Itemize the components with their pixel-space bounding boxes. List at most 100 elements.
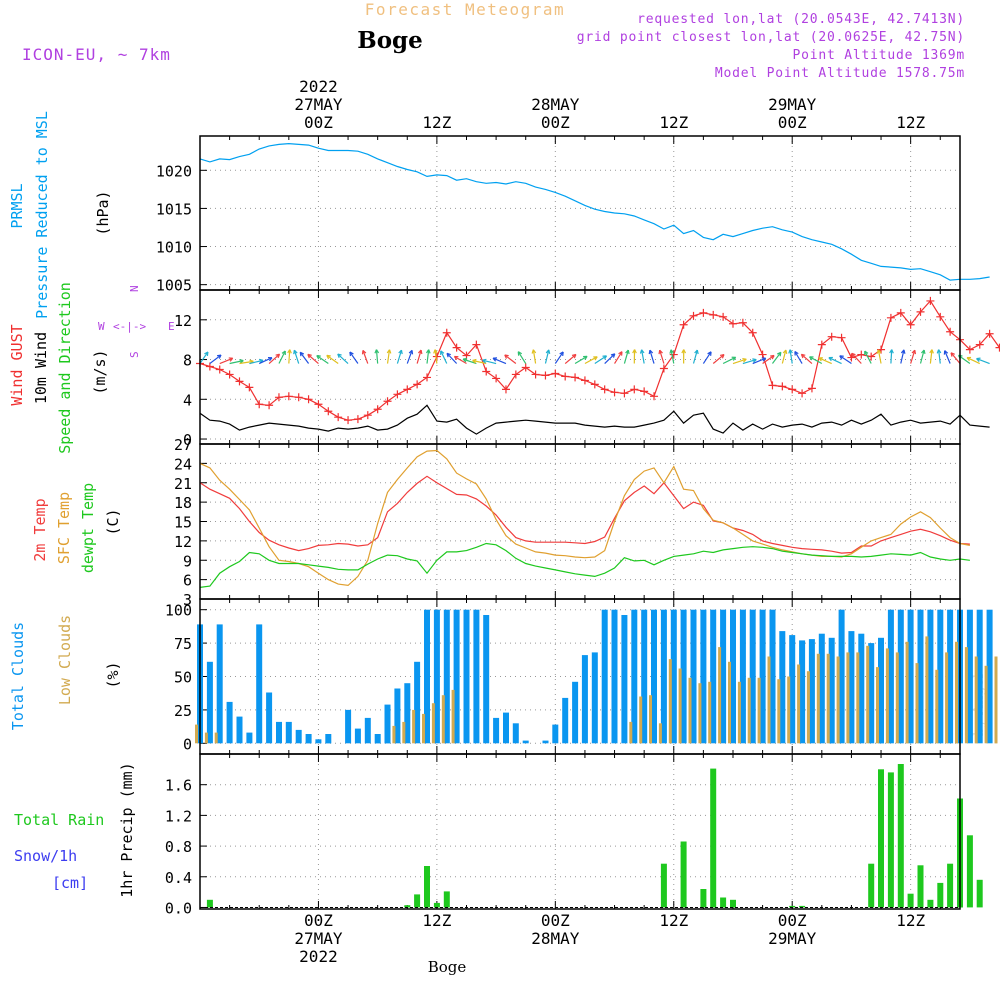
temp-ytick-label: 6 — [183, 572, 192, 590]
wind-arrow — [555, 352, 563, 364]
gust-marker — [768, 381, 776, 389]
clouds-bar-low-clouds — [856, 652, 859, 743]
clouds-ytick-label: 75 — [174, 635, 192, 653]
gust-marker — [788, 385, 796, 393]
precip-bar-total-rain — [967, 835, 973, 907]
clouds-bar-total-clouds — [375, 734, 381, 743]
gust-marker — [344, 416, 352, 424]
clouds-bar-low-clouds — [866, 646, 869, 744]
wind-arrow — [350, 352, 358, 363]
time-label: 12Z — [659, 911, 688, 930]
wind-label-gust: Wind GUST — [8, 324, 26, 405]
time-label: 28MAY — [531, 95, 580, 114]
clouds-bar-low-clouds — [629, 722, 632, 743]
gust-marker — [334, 413, 342, 421]
clouds-bar-total-clouds — [246, 733, 252, 744]
clouds-bar-total-clouds — [612, 610, 618, 744]
clouds-bar-low-clouds — [995, 657, 998, 744]
clouds-bar-low-clouds — [955, 642, 958, 744]
cloud-labels: Total Clouds Low Clouds (%) — [9, 615, 122, 730]
clouds-bar-low-clouds — [827, 654, 830, 744]
gust-marker — [443, 329, 451, 337]
temp-label-sfc: SFC Temp — [55, 492, 73, 564]
product-title: Forecast Meteogram — [365, 0, 565, 19]
clouds-bar-low-clouds — [392, 726, 395, 743]
precip-bar-total-rain — [424, 866, 430, 907]
clouds-bar-total-clouds — [306, 734, 312, 743]
precip-bar-total-rain — [947, 864, 953, 908]
gust-marker — [709, 311, 717, 319]
clouds-bar-total-clouds — [266, 693, 272, 744]
gust-marker — [305, 395, 313, 403]
precip-bar-total-rain — [898, 764, 904, 908]
precip-panel: 0.00.40.81.21.6 — [165, 754, 983, 917]
gust-marker — [413, 380, 421, 388]
wind-arrow — [338, 354, 348, 364]
gust-marker — [759, 351, 767, 359]
clouds-bar-total-clouds — [464, 610, 470, 744]
temp-ytick-label: 24 — [174, 455, 192, 473]
requested-coords: requested lon,lat (20.0543E, 42.7413N) — [637, 12, 965, 27]
wind-label-10m: 10m Wind — [32, 332, 50, 404]
clouds-bar-total-clouds — [552, 725, 558, 744]
clouds-bar-total-clouds — [276, 722, 282, 743]
precip-bar-total-rain — [888, 772, 894, 907]
gust-marker — [522, 363, 530, 371]
clouds-ytick-label: 0 — [183, 735, 192, 753]
temp-ytick-label: 15 — [174, 514, 192, 532]
pressure-ytick-label: 1005 — [156, 277, 192, 295]
clouds-bar-low-clouds — [846, 652, 849, 743]
clouds-bar-total-clouds — [503, 713, 509, 744]
temp-ytick-label: 9 — [183, 552, 192, 570]
gust-marker — [660, 364, 668, 372]
clouds-bar-low-clouds — [787, 677, 790, 744]
precip-bar-total-rain — [977, 880, 983, 908]
gust-marker — [650, 392, 658, 400]
clouds-bar-low-clouds — [205, 733, 208, 744]
clouds-bar-low-clouds — [708, 682, 711, 744]
clouds-bar-low-clouds — [452, 690, 455, 743]
clouds-bar-low-clouds — [718, 647, 721, 743]
wind-ytick-label: 12 — [174, 312, 192, 330]
wind-arrow — [200, 352, 208, 364]
gust-marker — [571, 373, 579, 381]
clouds-bar-total-clouds — [256, 624, 262, 743]
pressure-label-prmsl: PRMSL — [8, 183, 26, 228]
gust-marker — [611, 388, 619, 396]
gust-marker — [512, 370, 520, 378]
clouds-bar-low-clouds — [195, 725, 198, 744]
clouds-bar-total-clouds — [592, 652, 598, 743]
clouds-bar-total-clouds — [621, 615, 627, 743]
clouds-bar-total-clouds — [602, 610, 608, 744]
clouds-bar-low-clouds — [916, 663, 919, 743]
cloud-label-low: Low Clouds — [56, 615, 74, 705]
time-label: 12Z — [422, 113, 451, 132]
clouds-ytick-label: 50 — [174, 669, 192, 687]
wind-ytick-label: 4 — [183, 391, 192, 409]
gust-marker — [936, 313, 944, 321]
precip-label-rain: Total Rain — [14, 811, 104, 829]
precip-label-cm: [cm] — [52, 874, 88, 892]
precip-bar-total-rain — [700, 889, 706, 907]
clouds-bar-low-clouds — [945, 652, 948, 743]
gust-marker — [206, 363, 214, 371]
time-label: 29MAY — [768, 95, 817, 114]
precip-ytick-label: 1.6 — [165, 777, 192, 795]
cloud-label-total: Total Clouds — [9, 622, 27, 730]
precip-bar-total-rain — [868, 864, 874, 908]
clouds-ytick-label: 100 — [165, 602, 192, 620]
wind-arrow — [772, 352, 780, 363]
precip-unit: 1hr Precip (mm) — [118, 762, 136, 897]
clouds-bar-low-clouds — [412, 710, 415, 743]
wind-arrow — [518, 352, 525, 364]
pressure-label-msl: Pressure Reduced to MSL — [33, 111, 51, 319]
precip-bar-total-rain — [937, 883, 943, 908]
clouds-bar-total-clouds — [493, 718, 499, 743]
clouds-bar-low-clouds — [432, 703, 435, 743]
clouds-bar-total-clouds — [227, 702, 233, 743]
precip-labels: Total Rain Snow/1h [cm] 1hr Precip (mm) — [14, 762, 136, 897]
wind-arrow — [317, 356, 329, 364]
